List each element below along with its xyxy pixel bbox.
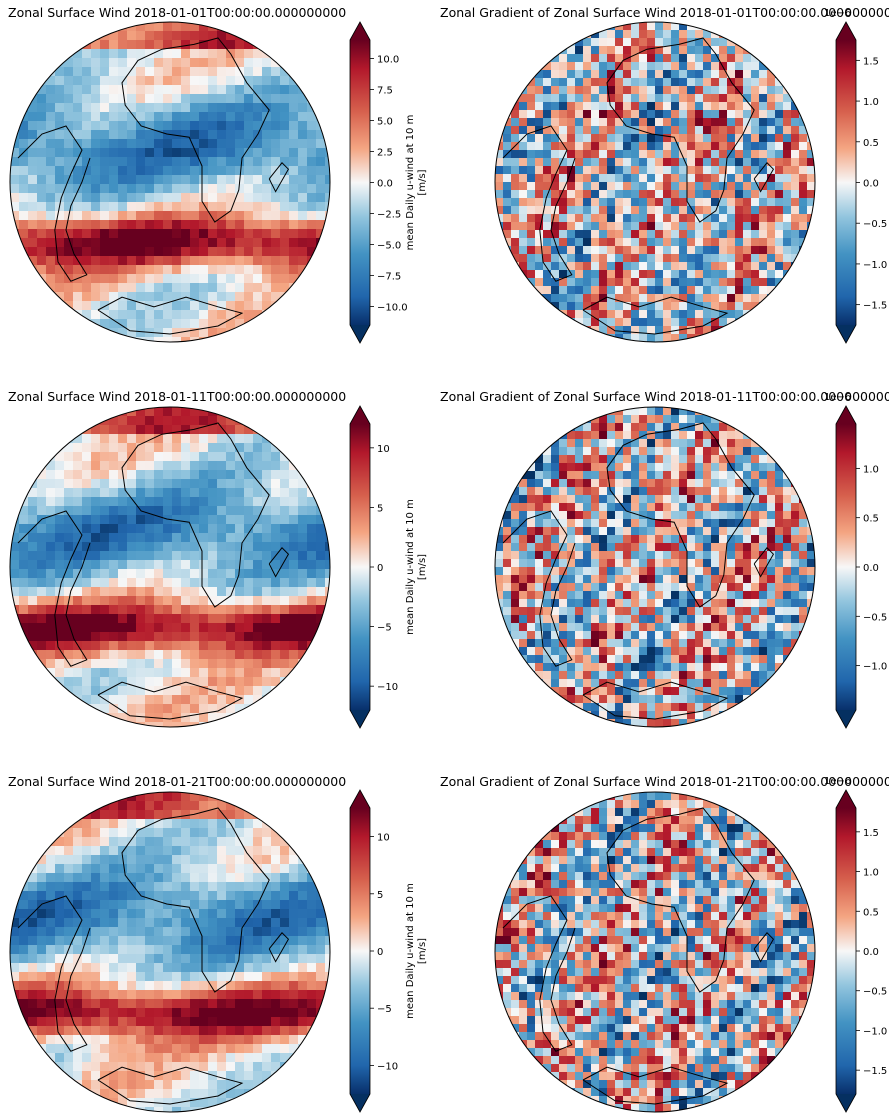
colorbar-tick-label: 1.0 [863,97,879,108]
globe-outline [494,791,816,1113]
colorbar-tick-label: 10 [377,833,390,844]
colorbar: 10 5 0 −5 −10 mean Daily u-wind at 10 m [m/s] [349,405,428,729]
colorbar-tick-label: −1.0 [863,1026,887,1037]
colorbar-min-arrow [836,710,856,728]
colorbar-label: mean Daily u-wind at 10 m [405,115,416,251]
colorbar-offset-text: 1e−6 [824,8,851,19]
colorbar-tick-label: −10 [377,682,398,693]
panel-title: Zonal Gradient of Zonal Surface Wind 201… [440,774,889,789]
map-panel-2: Zonal Gradient of Zonal Surface Wind 201… [440,5,889,344]
colorbar-tick-label: 0.5 [863,138,879,149]
colorbar-tick-label: 10.0 [377,55,399,66]
map-panel-1: Zonal Surface Wind 2018-01-01T00:00:00.0… [8,5,428,344]
panel-title: Zonal Surface Wind 2018-01-01T00:00:00.0… [8,5,346,20]
colorbar-tick-label: 5.0 [377,117,393,128]
colorbar-tick-label: −0.5 [863,219,887,230]
colorbar-max-arrow [836,406,856,424]
coastlines [502,807,775,1105]
colorbar: 1.5 1.0 0.5 0.0 −0.5 −1.0 −1.5 1e−6 [824,776,887,1113]
colorbar-units: [m/s] [417,938,428,964]
colorbar-tick-label: 0.5 [863,514,879,525]
colorbar-tick-label: 0 [377,947,383,958]
colorbar-min-arrow [836,1094,856,1112]
colorbar-tick-label: 1.0 [863,868,879,879]
colorbar: 1.0 0.5 0.0 −0.5 −1.0 1e−6 [824,392,887,729]
colorbar-tick-label: 0.0 [863,179,879,190]
map-panel-6: Zonal Gradient of Zonal Surface Wind 201… [440,774,889,1113]
colorbar-tick-label: 0.0 [863,947,879,958]
globe-outline [9,406,331,728]
colorbar-tick-label: 7.5 [377,86,393,97]
wind-field [10,22,330,342]
colorbar-tick-label: −0.5 [863,987,887,998]
coastlines [502,422,775,720]
map-panel-3: Zonal Surface Wind 2018-01-11T00:00:00.0… [8,389,428,729]
colorbar-tick-label: 5 [377,503,383,514]
colorbar-max-arrow [836,790,856,808]
colorbar-tick-label: −1.5 [863,301,887,312]
colorbar-tick-label: −5 [377,623,392,634]
colorbar-tick-label: −5 [377,1004,392,1015]
wind-field [495,22,815,342]
colorbar-tick-label: −7.5 [377,271,401,282]
wind-field [495,407,815,727]
coastlines [17,807,290,1105]
panel-title: Zonal Surface Wind 2018-01-11T00:00:00.0… [8,389,346,404]
map-panel-4: Zonal Gradient of Zonal Surface Wind 201… [440,389,889,729]
colorbar-max-arrow [350,22,370,40]
colorbar-label: mean Daily u-wind at 10 m [405,499,416,635]
colorbar-tick-label: −1.0 [863,662,887,673]
colorbar-min-arrow [350,1094,370,1112]
colorbar-tick-label: 10 [377,444,390,455]
colorbar-tick-label: 0.0 [377,179,393,190]
coastlines [17,422,290,720]
colorbar-tick-label: 0 [377,563,383,574]
colorbar-min-arrow [836,325,856,343]
globe-outline [9,21,331,343]
coastlines [502,37,775,335]
colorbar-tick-label: −1.0 [863,260,887,271]
colorbar-max-arrow [836,22,856,40]
panel-title: Zonal Gradient of Zonal Surface Wind 201… [440,5,889,20]
colorbar-tick-label: 1.5 [863,828,879,839]
wind-field [10,792,330,1112]
colorbar-tick-label: −1.5 [863,1066,887,1077]
colorbar-tick-label: 2.5 [377,148,393,159]
coastlines [17,37,290,335]
panel-title: Zonal Gradient of Zonal Surface Wind 201… [440,389,889,404]
colorbar: 1.5 1.0 0.5 0.0 −0.5 −1.0 −1.5 1e−6 [824,8,887,344]
colorbar-tick-label: −0.5 [863,612,887,623]
colorbar-max-arrow [350,406,370,424]
wind-field [10,407,330,727]
colorbar-units: [m/s] [417,554,428,580]
colorbar-tick-label: −10 [377,1061,398,1072]
colorbar-min-arrow [350,325,370,343]
colorbar-tick-label: 0.0 [863,563,879,574]
colorbar-label: mean Daily u-wind at 10 m [405,883,416,1019]
colorbar-tick-label: 1.0 [863,464,879,475]
panel-title: Zonal Surface Wind 2018-01-21T00:00:00.0… [8,774,346,789]
globe-outline [494,406,816,728]
colorbar-tick-label: 1.5 [863,56,879,67]
map-panel-5: Zonal Surface Wind 2018-01-21T00:00:00.0… [8,774,428,1113]
globe-outline [494,21,816,343]
colorbar-offset-text: 1e−6 [824,392,851,403]
colorbar-max-arrow [350,790,370,808]
colorbar: 10 5 0 −5 −10 mean Daily u-wind at 10 m [m/s] [349,789,428,1113]
colorbar-tick-label: 0.5 [863,907,879,918]
wind-field [495,792,815,1112]
colorbar-offset-text: 1e−6 [824,776,851,787]
globe-outline [9,791,331,1113]
colorbar-tick-label: −10.0 [377,302,408,313]
colorbar-tick-label: −5.0 [377,240,401,251]
colorbar-units: [m/s] [417,169,428,195]
colorbar-tick-label: 5 [377,890,383,901]
colorbar: 10.0 7.5 5.0 2.5 0.0 −2.5 −5.0 −7.5 −10.0 mean Da… [349,21,428,344]
colorbar-min-arrow [350,710,370,728]
colorbar-tick-label: −2.5 [377,209,401,220]
